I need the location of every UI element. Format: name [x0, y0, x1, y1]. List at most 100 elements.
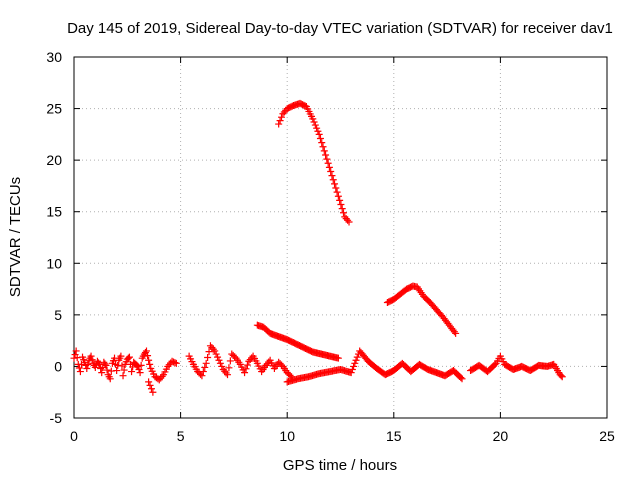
data-point — [201, 363, 209, 371]
data-point — [331, 180, 339, 188]
data-point — [158, 372, 166, 380]
data-point — [350, 362, 358, 370]
data-point — [84, 360, 92, 368]
data-point — [222, 369, 230, 377]
data-point — [352, 356, 360, 364]
data-point — [329, 176, 337, 184]
data-point — [118, 362, 126, 370]
data-point — [128, 368, 136, 376]
data-point — [146, 381, 154, 389]
series-baseline-early — [70, 347, 180, 384]
data-point — [452, 329, 460, 337]
data-point — [225, 364, 233, 372]
data-point — [75, 364, 83, 372]
data-point — [172, 359, 180, 367]
data-point — [328, 172, 336, 180]
y-tick-label: 30 — [46, 49, 62, 65]
data-point — [325, 163, 333, 171]
chart-title: Day 145 of 2019, Sidereal Day-to-day VTE… — [67, 20, 613, 37]
data-point — [147, 385, 155, 393]
y-tick-label: 15 — [46, 204, 62, 220]
x-tick-label: 10 — [279, 428, 295, 444]
data-point — [319, 143, 327, 151]
series-arc-descending — [253, 321, 342, 362]
y-tick-label: -5 — [50, 410, 63, 426]
y-tick-label: 5 — [54, 307, 62, 323]
data-point — [98, 369, 106, 377]
data-point — [315, 130, 323, 138]
data-point — [345, 218, 353, 226]
data-point — [218, 362, 226, 370]
data-point — [226, 357, 234, 365]
x-tick-label: 20 — [493, 428, 509, 444]
data-point — [72, 347, 80, 355]
data-point — [137, 361, 145, 369]
data-point — [145, 356, 153, 364]
y-axis-label: SDTVAR / TECUs — [7, 177, 24, 297]
data-point — [313, 124, 321, 132]
data-point — [338, 205, 346, 213]
data-point — [242, 365, 250, 373]
data-point — [320, 147, 328, 155]
data-point — [276, 117, 284, 125]
data-point — [103, 366, 111, 374]
data-point — [348, 366, 356, 374]
data-point — [314, 127, 322, 135]
data-point — [134, 362, 142, 370]
data-markers — [70, 99, 566, 396]
data-point — [211, 347, 219, 355]
data-point — [87, 352, 95, 360]
data-point — [275, 120, 283, 128]
series-baseline-late-b — [467, 352, 566, 381]
data-point — [102, 361, 110, 369]
data-point — [199, 368, 207, 376]
data-point — [339, 209, 347, 217]
data-point — [557, 372, 565, 380]
data-point — [145, 378, 153, 386]
data-point — [198, 372, 206, 380]
data-point — [450, 328, 458, 336]
data-point — [146, 360, 154, 368]
data-point — [458, 375, 466, 383]
data-point — [214, 353, 222, 361]
data-point — [334, 354, 342, 362]
data-point — [347, 369, 355, 377]
series-arc-mid — [383, 282, 460, 337]
data-point — [171, 359, 179, 367]
data-point — [353, 353, 361, 361]
x-tick-label: 15 — [386, 428, 402, 444]
data-point — [278, 113, 286, 121]
data-point — [117, 352, 125, 360]
y-tick-label: 10 — [46, 255, 62, 271]
series-baseline-scattered — [145, 378, 157, 396]
series-baseline-late-a — [283, 347, 466, 386]
data-point — [91, 363, 99, 371]
axis-ticks: 0 5 10 15 20 25 -5 0 5 10 15 20 25 30 — [46, 49, 615, 444]
data-point — [311, 121, 319, 129]
data-point — [202, 359, 210, 367]
data-point — [212, 350, 220, 358]
data-point — [224, 371, 232, 379]
data-point — [324, 159, 332, 167]
data-point — [149, 388, 157, 396]
data-point — [101, 360, 109, 368]
data-point — [120, 366, 128, 374]
plot-frame — [73, 56, 608, 419]
series-baseline-middle — [185, 342, 295, 381]
data-point — [76, 368, 84, 376]
grid-lines — [74, 57, 607, 418]
data-point — [333, 188, 341, 196]
data-point — [558, 373, 566, 381]
series-arc-high — [275, 99, 353, 226]
data-point — [491, 361, 499, 369]
data-point — [327, 167, 335, 175]
x-axis-label: GPS time / hours — [283, 457, 397, 474]
data-point — [344, 216, 352, 224]
data-point — [119, 372, 127, 380]
data-point — [136, 369, 144, 377]
data-point — [106, 375, 114, 383]
data-point — [322, 151, 330, 159]
data-point — [318, 139, 326, 147]
data-point — [243, 361, 251, 369]
